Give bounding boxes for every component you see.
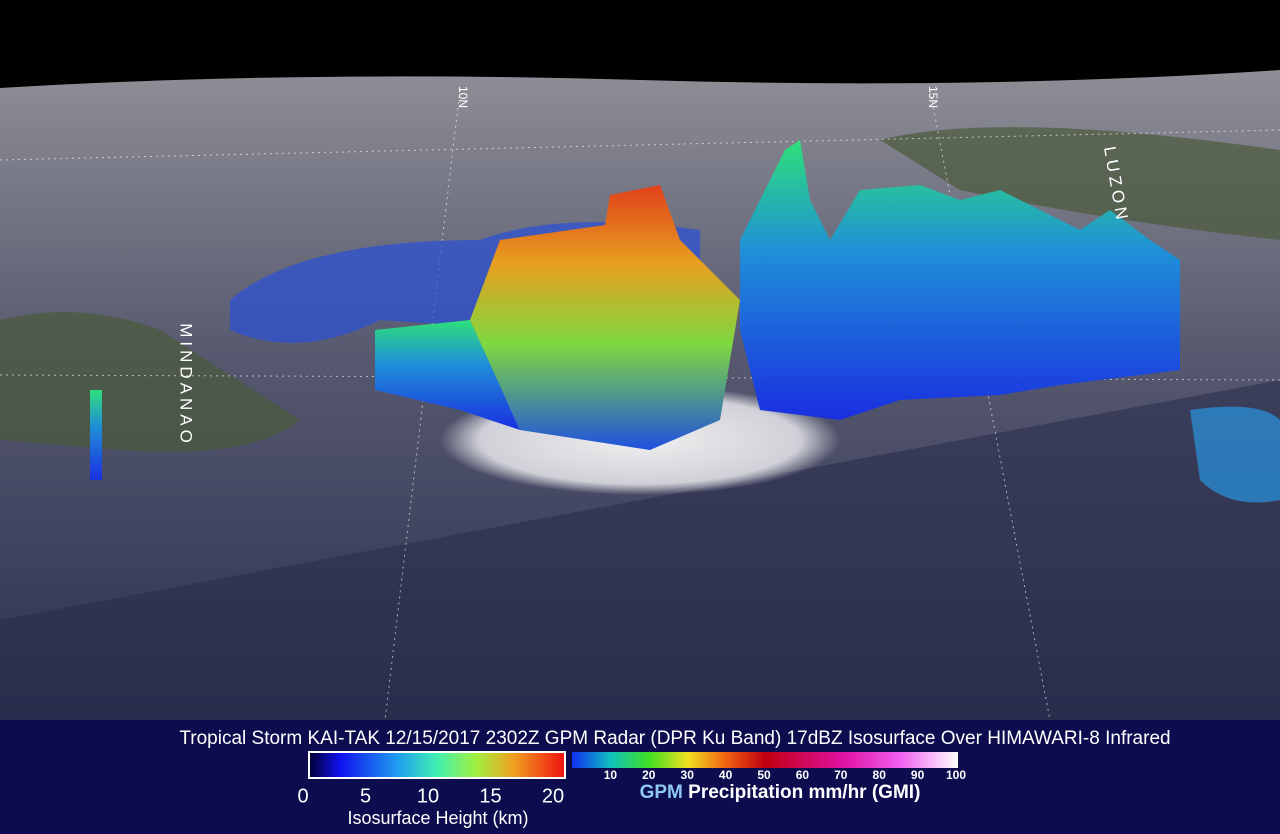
precip-tick-label: 10 <box>604 768 618 782</box>
height-tick-label: 20 <box>542 785 564 807</box>
height-colorbar <box>308 751 566 779</box>
lat-label: 10N <box>456 86 470 108</box>
precip-legend-label: GPM Precipitation mm/hr (GMI) <box>640 782 921 803</box>
height-tick-label: 5 <box>360 785 371 807</box>
land <box>880 127 1280 240</box>
precip-tick-label: 60 <box>796 768 810 782</box>
grid <box>0 89 1280 721</box>
rain-tower <box>375 320 520 430</box>
precip-label: Precipitation mm/hr (GMI) <box>688 782 920 803</box>
rain-tower <box>740 140 1180 420</box>
height-tick-label: 0 <box>297 785 308 807</box>
height-tick-label: 10 <box>417 785 439 807</box>
precip-tick-label: 100 <box>946 768 966 782</box>
rain-tower <box>90 390 102 480</box>
title: Tropical Storm KAI-TAK 12/15/2017 2302Z … <box>179 728 1170 749</box>
precip-tick-label: 70 <box>834 768 848 782</box>
sea-shade <box>0 380 1280 720</box>
legend-panel <box>0 720 1280 834</box>
height-legend-label: Isosurface Height (km) <box>347 808 528 828</box>
precip-tick-label: 20 <box>642 768 656 782</box>
height-tick-label: 15 <box>479 785 501 807</box>
precip-tick-label: 80 <box>873 768 887 782</box>
lat-label: 15N <box>926 86 940 108</box>
map-label: MINDANAO <box>177 323 196 447</box>
precip-colorbar <box>572 752 958 768</box>
land <box>0 312 300 452</box>
precip-tick-label: 90 <box>911 768 925 782</box>
precip-tick-label: 30 <box>681 768 695 782</box>
precip-tick-label: 40 <box>719 768 733 782</box>
rain-tower <box>470 185 740 450</box>
sky <box>0 0 1280 80</box>
rain-area <box>1190 406 1280 503</box>
brand: GPM <box>640 782 683 803</box>
precip-tick-label: 50 <box>757 768 771 782</box>
